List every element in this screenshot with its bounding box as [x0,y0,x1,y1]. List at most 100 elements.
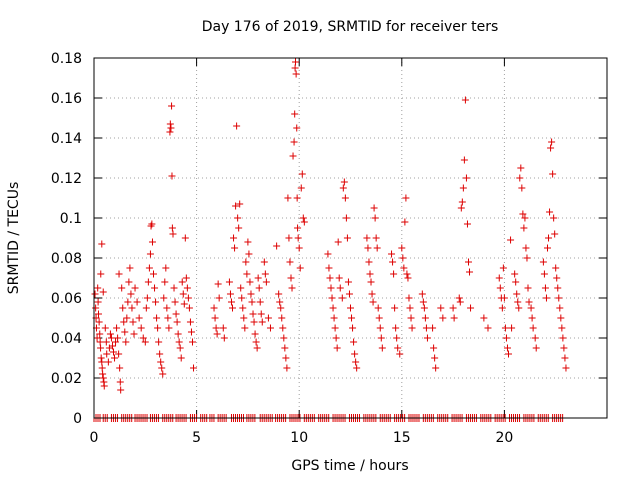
data-point [260,258,268,266]
data-point [541,284,549,292]
data-point [520,224,528,232]
data-point [211,314,219,322]
data-point [123,314,131,322]
data-point [142,304,150,312]
data-point [498,304,506,312]
data-point [429,324,437,332]
data-point [458,198,466,206]
data-point [455,294,463,302]
data-point [131,284,139,292]
data-point [261,270,269,278]
data-point [165,324,173,332]
data-point [281,344,289,352]
data-point [518,184,526,192]
data-point [173,318,181,326]
data-point [180,300,188,308]
data-point [377,334,385,342]
data-point [124,298,132,306]
data-point [363,234,371,242]
y-axis-label: SRMTID / TECUs [6,182,22,295]
data-point [284,194,292,202]
data-point [241,324,249,332]
data-point [245,250,253,258]
data-point [252,338,260,346]
data-point [97,344,105,352]
data-point [393,334,401,342]
data-point [95,310,103,318]
data-point [258,318,266,326]
data-point [391,304,399,312]
y-tick-label: 0 [73,411,82,427]
x-tick-label: 5 [192,430,201,446]
data-point [342,214,350,222]
data-point [347,304,354,312]
data-point [230,234,238,242]
data-point [119,304,127,312]
data-point [418,290,426,298]
data-point [92,304,100,312]
data-point [450,314,458,322]
y-tick-label: 0.08 [51,251,82,267]
data-point [297,184,305,192]
data-point [405,294,413,302]
data-point [278,314,286,322]
data-point [279,324,287,332]
data-point [118,284,126,292]
data-point [547,144,555,152]
data-point [239,304,247,312]
data-point [422,324,430,332]
data-point [334,238,342,246]
data-point [255,284,263,292]
data-point [104,358,112,366]
data-point [324,250,332,258]
data-point [150,270,158,278]
data-point [94,298,102,306]
data-point [449,304,457,312]
data-point [551,230,559,238]
data-point [367,278,375,286]
y-tick-labels: 0 0.02 0.04 0.06 0.08 0.1 0.12 0.14 0.16 0.18 [51,51,82,427]
data-point [262,278,270,286]
data-point [514,298,522,306]
x-tick-label: 0 [90,430,99,446]
data-point [280,334,288,342]
data-point [169,230,177,238]
data-point [333,344,341,352]
data-point [513,290,521,298]
data-point [286,258,294,266]
data-point [456,298,464,306]
data-point [394,344,402,352]
data-point [372,234,380,242]
data-point [257,310,265,318]
data-point [232,202,240,210]
data-point [366,270,374,278]
data-point [185,304,193,312]
data-point [277,304,285,312]
data-point [97,270,105,278]
data-point [325,264,333,272]
data-point [226,290,234,298]
data-point [184,294,192,302]
data-point [151,284,159,292]
data-point [365,258,373,266]
data-point [287,274,295,282]
x-tick-labels: 0 5 10 15 20 [90,430,514,446]
data-point [125,278,133,286]
data-point [299,214,307,222]
data-point [554,284,562,292]
data-point [457,204,465,212]
data-point [247,290,255,298]
data-point [240,314,248,322]
data-point [508,324,516,332]
data-point [531,334,539,342]
data-point [96,330,104,338]
data-point [460,156,468,164]
data-point [108,342,116,350]
data-point [246,278,254,286]
data-point [516,174,524,182]
y-tick-label: 0.04 [51,331,82,347]
data-point [292,70,300,78]
data-point [158,364,166,372]
data-point [401,218,409,226]
data-point [398,244,406,252]
